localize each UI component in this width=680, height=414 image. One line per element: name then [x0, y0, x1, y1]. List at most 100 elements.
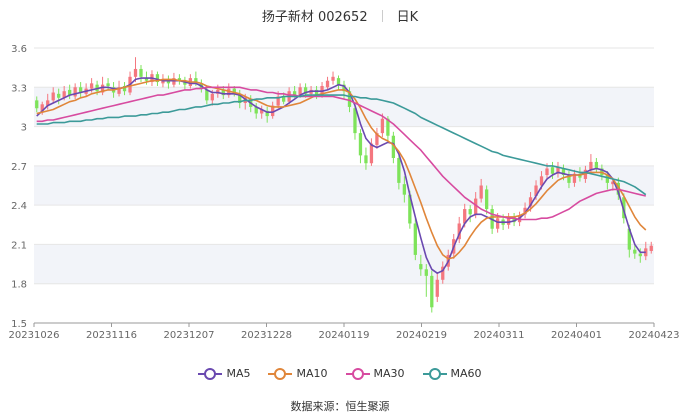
candle-body [627, 228, 631, 250]
candle-body [633, 249, 637, 254]
candle-body [342, 84, 346, 92]
candle-body [232, 88, 236, 93]
candle-body [638, 253, 642, 257]
candle-body [605, 175, 610, 183]
candle-body [375, 133, 379, 145]
legend-item-ma10[interactable]: MA10 [268, 367, 328, 380]
chart-title: 扬子新材 002652 日K [0, 6, 680, 25]
candle-body [369, 143, 374, 164]
candle-body [57, 93, 61, 98]
candle-body [100, 84, 105, 93]
candle-body [649, 245, 653, 251]
candle-body [523, 207, 527, 215]
candle-body [106, 83, 110, 86]
candle-body [561, 168, 566, 176]
candle-body [117, 87, 121, 94]
candle-body [155, 74, 160, 83]
candle-body [594, 161, 599, 169]
candle-body [380, 118, 385, 134]
candle-body [485, 189, 489, 210]
grid-band [34, 165, 654, 206]
x-tick-label: 20231207 [164, 330, 215, 341]
candle-body [479, 185, 483, 199]
x-tick-label: 20231116 [86, 330, 137, 341]
candle-body [556, 167, 560, 174]
candle-body [419, 264, 423, 270]
candle-body [271, 105, 275, 117]
x-tick-label: 20240119 [319, 330, 370, 341]
candle-body [122, 85, 127, 92]
x-tick-label: 20240423 [629, 330, 680, 341]
candle-body [298, 87, 302, 96]
candle-body [512, 216, 516, 223]
candle-body [144, 78, 149, 81]
candle-body [457, 223, 461, 240]
series-ma10-line [36, 78, 647, 260]
candle-body [441, 266, 445, 280]
legend-item-ma60[interactable]: MA60 [422, 367, 482, 380]
candle-body [495, 218, 500, 229]
candle-body [408, 194, 412, 224]
candle-body [303, 87, 308, 94]
candle-body [364, 155, 368, 164]
y-tick-label: 2.1 [11, 240, 27, 251]
grid-band [34, 244, 654, 284]
candle-body [506, 216, 511, 225]
candle-body [177, 78, 182, 81]
series-ma30-line [36, 86, 646, 221]
legend-label: MA10 [296, 367, 328, 380]
data-source: 数据来源：恒生聚源 [290, 400, 390, 413]
candle-body [254, 106, 258, 114]
candle-body [62, 91, 66, 98]
candle-body [463, 209, 467, 224]
candle-body [402, 184, 406, 195]
y-tick-label: 2.4 [11, 201, 27, 212]
legend-item-ma30[interactable]: MA30 [345, 367, 405, 380]
candle-body [474, 198, 478, 215]
y-tick-label: 3 [21, 123, 27, 134]
x-tick-label: 20240311 [474, 330, 525, 341]
candle-body [358, 133, 363, 156]
y-tick-label: 3.6 [11, 44, 27, 55]
candle-body [68, 89, 72, 96]
legend-swatch-icon [198, 367, 223, 380]
candle-body [430, 275, 434, 308]
candle-body [221, 89, 225, 96]
candle-body [276, 96, 280, 106]
stock-name-code: 扬子新材 002652 [261, 10, 368, 25]
candle-body [545, 168, 549, 176]
candle-body [238, 93, 242, 103]
candle-body [567, 175, 571, 183]
x-tick-label: 20240401 [551, 330, 602, 341]
candle-body [314, 89, 319, 96]
candle-body [413, 223, 417, 255]
candle-body [589, 161, 593, 170]
candle-body [347, 91, 352, 107]
candle-body [35, 100, 39, 109]
chart-legend: MA5 MA10 MA30 MA60 [0, 367, 680, 380]
candle-body [435, 279, 439, 297]
candle-body [282, 96, 286, 102]
candle-body [194, 78, 198, 83]
candle-body [139, 68, 143, 77]
period-label: 日K [396, 10, 419, 25]
candle-body [391, 135, 396, 158]
candle-body [133, 68, 138, 77]
y-tick-label: 1.8 [11, 280, 27, 291]
legend-swatch-icon [268, 367, 293, 380]
candle-body [205, 89, 209, 101]
title-separator [381, 10, 383, 22]
x-tick-label: 20231026 [9, 330, 60, 341]
series-ma60-line [36, 94, 647, 196]
candle-body [260, 109, 264, 114]
y-tick-label: 2.7 [11, 162, 27, 173]
candle-body [210, 93, 214, 101]
legend-item-ma5[interactable]: MA5 [198, 367, 250, 380]
candle-body [550, 167, 555, 174]
candle-body [534, 185, 538, 196]
legend-label: MA60 [450, 367, 482, 380]
candle-body [424, 269, 428, 276]
y-tick-label: 3.3 [11, 83, 27, 94]
candle-body [51, 92, 55, 101]
